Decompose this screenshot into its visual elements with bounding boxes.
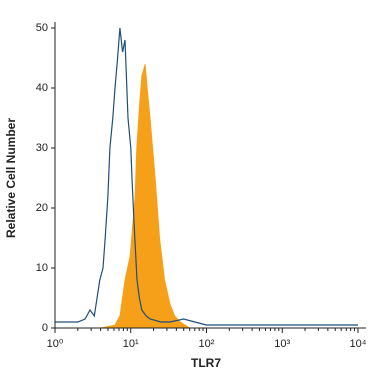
y-tick-label: 10 bbox=[36, 262, 48, 274]
y-axis-label: Relative Cell Number bbox=[4, 118, 18, 238]
histogram-outline bbox=[55, 27, 358, 326]
y-tick-label: 20 bbox=[36, 202, 48, 214]
x-axis-label: TLR7 bbox=[191, 356, 221, 370]
x-tick-label: 10⁰ bbox=[47, 338, 64, 350]
x-tick-label: 10⁴ bbox=[350, 338, 367, 350]
y-tick-label: 40 bbox=[36, 82, 48, 94]
x-tick-label: 10³ bbox=[274, 338, 290, 350]
y-tick-label: 30 bbox=[36, 142, 48, 154]
y-tick-label: 50 bbox=[36, 22, 48, 34]
x-tick-label: 10² bbox=[199, 338, 215, 350]
y-tick-label: 0 bbox=[42, 322, 48, 334]
x-tick-label: 10¹ bbox=[123, 338, 139, 350]
